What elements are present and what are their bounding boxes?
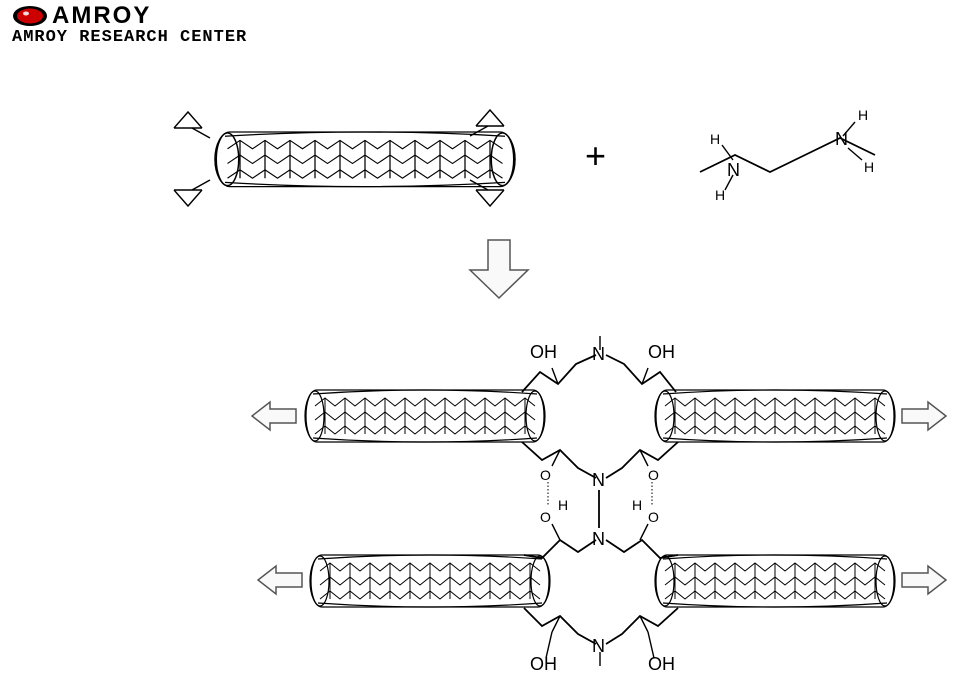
atom-h: H	[710, 131, 720, 147]
atom-n: N	[592, 470, 605, 490]
arrow-down-icon	[470, 240, 528, 298]
arrow-left-icon	[252, 402, 296, 430]
arrow-left-icon	[258, 566, 302, 594]
reaction-scheme: + N N H H H H N OH	[0, 0, 959, 689]
atom-oh: OH	[530, 654, 557, 674]
atom-oh: OH	[530, 342, 557, 362]
nanotube-bot-left	[310, 555, 550, 607]
crosslink-top: N OH OH	[522, 336, 676, 392]
atom-oh: OH	[648, 342, 675, 362]
diamine: N N H H H H	[700, 107, 875, 203]
nanotube-bot-right	[655, 555, 895, 607]
atom-h: H	[858, 107, 868, 123]
atom-h: H	[864, 159, 874, 175]
arrow-right-icon	[902, 566, 946, 594]
atom-n: N	[592, 636, 605, 656]
atom-n: N	[592, 529, 605, 549]
atom-o: O	[648, 467, 659, 483]
crosslink-middle: N N O H O O H O	[522, 442, 678, 558]
atom-o: O	[540, 509, 551, 525]
arrow-right-icon	[902, 402, 946, 430]
atom-oh: OH	[648, 654, 675, 674]
atom-h: H	[632, 497, 642, 513]
atom-h: H	[715, 187, 725, 203]
plus-sign: +	[585, 135, 606, 176]
atom-o: O	[540, 467, 551, 483]
nanotube-mid-right	[655, 390, 895, 442]
atom-o: O	[648, 509, 659, 525]
nanotube-top	[215, 132, 515, 187]
nanotube-mid-left	[305, 390, 545, 442]
atom-h: H	[558, 497, 568, 513]
atom-n: N	[592, 344, 605, 364]
crosslink-bottom: N OH OH	[524, 608, 678, 674]
atom-n: N	[727, 160, 740, 180]
